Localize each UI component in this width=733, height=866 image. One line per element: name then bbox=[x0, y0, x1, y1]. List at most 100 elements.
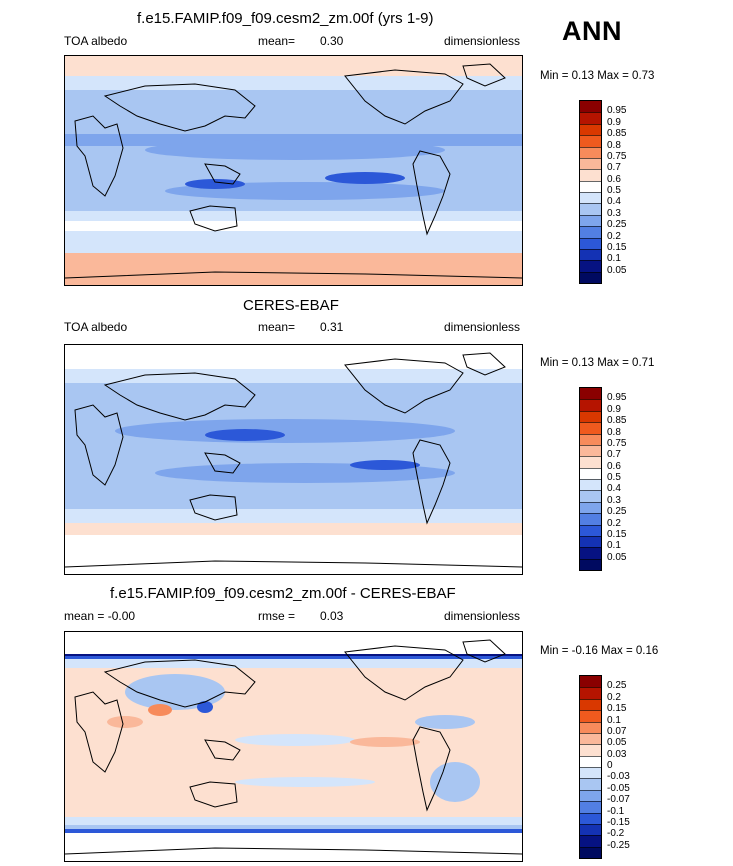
colorbar-swatch bbox=[580, 192, 601, 204]
colorbar-tick-label: 0.25 bbox=[607, 506, 627, 518]
colorbar-tick-label: -0.25 bbox=[607, 839, 630, 851]
colorbar-model bbox=[579, 100, 602, 284]
colorbar-swatch bbox=[580, 755, 601, 767]
panel-rmse-label: rmse = bbox=[258, 609, 296, 623]
colorbar-tick-label: 0.05 bbox=[607, 737, 627, 749]
colorbar-tick-label: 0.5 bbox=[607, 185, 621, 196]
colorbar-swatch bbox=[580, 513, 601, 525]
panel-title-diff: f.e15.FAMIP.f09_f09.cesm2_zm.00f - CERES… bbox=[110, 585, 456, 602]
min-max-label-diff: Min = -0.16 Max = 0.16 bbox=[540, 645, 659, 657]
panel-title-model: f.e15.FAMIP.f09_f09.cesm2_zm.00f (yrs 1-… bbox=[137, 10, 434, 27]
panel-mean-label: mean = -0.00 bbox=[64, 609, 136, 623]
colorbar-tick-label: 0.7 bbox=[607, 449, 621, 461]
colorbar-tick-label: 0.4 bbox=[607, 196, 621, 208]
colorbar-tick-label: 0.05 bbox=[607, 264, 627, 276]
colorbar-swatch bbox=[580, 433, 601, 445]
colorbar-tick-label: 0.1 bbox=[607, 714, 621, 726]
colorbar-swatch bbox=[580, 467, 601, 479]
colorbar-swatch bbox=[580, 778, 601, 790]
colorbar-tick-label: 0.3 bbox=[607, 494, 621, 506]
panel-mean-label: mean= bbox=[258, 34, 296, 48]
colorbar-tick-label: 0.1 bbox=[607, 253, 621, 265]
colorbar-tick-label: -0.15 bbox=[607, 816, 630, 828]
colorbar-tick-label: 0.9 bbox=[607, 116, 621, 128]
colorbar-swatch bbox=[580, 410, 601, 423]
colorbar-swatch bbox=[580, 444, 601, 457]
colorbar-swatch bbox=[580, 112, 601, 124]
colorbar-swatch bbox=[580, 203, 601, 215]
colorbar-swatch bbox=[580, 789, 601, 802]
colorbar-swatch bbox=[580, 687, 601, 699]
colorbar-diff bbox=[579, 675, 602, 859]
colorbar-tick-label: 0.4 bbox=[607, 483, 621, 495]
panel-mean-value: 0.30 bbox=[320, 34, 344, 48]
colorbar-swatch bbox=[580, 271, 601, 283]
colorbar-swatch bbox=[580, 812, 601, 824]
colorbar-tick-label: -0.2 bbox=[607, 828, 625, 840]
colorbar-tick-label: 0.15 bbox=[607, 703, 627, 715]
colorbar-tick-label: 0 bbox=[607, 760, 613, 771]
panel-units-label: dimensionless bbox=[444, 34, 521, 48]
map-diff bbox=[64, 631, 523, 862]
colorbar-swatch bbox=[580, 388, 601, 400]
colorbar-tick-label: 0.8 bbox=[607, 139, 621, 151]
colorbar-tick-label: 0.7 bbox=[607, 162, 621, 174]
colorbar-swatch bbox=[580, 721, 601, 733]
map-obs bbox=[64, 344, 523, 575]
colorbar-tick-label: 0.3 bbox=[607, 207, 621, 219]
panel-title-obs: CERES-EBAF bbox=[243, 297, 339, 314]
colorbar-tick-label: 0.8 bbox=[607, 426, 621, 438]
colorbar-swatch bbox=[580, 535, 601, 548]
colorbar-tick-label: 0.6 bbox=[607, 173, 621, 185]
colorbar-swatch bbox=[580, 226, 601, 238]
colorbar-tick-label: 0.85 bbox=[607, 128, 627, 140]
colorbar-swatch bbox=[580, 214, 601, 227]
colorbar-tick-label: 0.15 bbox=[607, 528, 627, 540]
colorbar-tick-label: 0.15 bbox=[607, 241, 627, 253]
colorbar-swatch bbox=[580, 676, 601, 688]
colorbar-tick-label: 0.1 bbox=[607, 540, 621, 552]
colorbar-tick-label: 0.2 bbox=[607, 230, 621, 242]
colorbar-tick-label: 0.75 bbox=[607, 437, 627, 449]
colorbar-obs bbox=[579, 387, 602, 571]
colorbar-tick-label: 0.03 bbox=[607, 748, 627, 760]
map-model bbox=[64, 55, 523, 286]
panel-mean-value: 0.31 bbox=[320, 320, 344, 334]
season-label: ANN bbox=[562, 16, 622, 46]
colorbar-swatch bbox=[580, 260, 601, 272]
colorbar-swatch bbox=[580, 744, 601, 756]
colorbar-tick-label: 0.07 bbox=[607, 725, 627, 737]
colorbar-swatch bbox=[580, 732, 601, 745]
colorbar-swatch bbox=[580, 835, 601, 847]
colorbar-tick-label: 0.2 bbox=[607, 517, 621, 529]
colorbar-swatch bbox=[580, 169, 601, 181]
colorbar-tick-label: 0.2 bbox=[607, 691, 621, 703]
colorbar-tick-label: 0.95 bbox=[607, 392, 627, 404]
colorbar-swatch bbox=[580, 248, 601, 261]
colorbar-swatch bbox=[580, 558, 601, 570]
colorbar-tick-label: -0.05 bbox=[607, 782, 630, 794]
colorbar-swatch bbox=[580, 456, 601, 468]
colorbar-tick-label: 0.85 bbox=[607, 415, 627, 427]
colorbar-tick-label: 0.05 bbox=[607, 551, 627, 563]
colorbar-swatch bbox=[580, 123, 601, 136]
colorbar-swatch bbox=[580, 501, 601, 514]
panel-variable-label: TOA albedo bbox=[64, 34, 128, 48]
colorbar-swatch bbox=[580, 710, 601, 722]
colorbar-tick-label: 0.25 bbox=[607, 219, 627, 231]
colorbar-swatch bbox=[580, 180, 601, 192]
colorbar-tick-label: -0.07 bbox=[607, 794, 630, 806]
colorbar-swatch bbox=[580, 547, 601, 559]
colorbar-swatch bbox=[580, 101, 601, 113]
colorbar-tick-label: -0.1 bbox=[607, 805, 625, 817]
colorbar-swatch bbox=[580, 399, 601, 411]
colorbar-swatch bbox=[580, 479, 601, 491]
panel-units-label: dimensionless bbox=[444, 609, 521, 623]
min-max-label-obs: Min = 0.13 Max = 0.71 bbox=[540, 357, 655, 369]
colorbar-swatch bbox=[580, 698, 601, 711]
panel-variable-label: TOA albedo bbox=[64, 320, 128, 334]
colorbar-tick-label: 0.9 bbox=[607, 403, 621, 415]
colorbar-tick-label: -0.03 bbox=[607, 771, 630, 783]
colorbar-swatch bbox=[580, 237, 601, 249]
colorbar-swatch bbox=[580, 157, 601, 170]
